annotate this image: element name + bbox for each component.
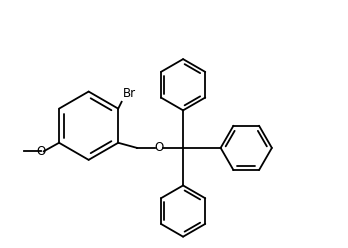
Text: O: O (36, 145, 46, 158)
Text: Br: Br (123, 87, 136, 100)
Text: O: O (155, 141, 164, 155)
